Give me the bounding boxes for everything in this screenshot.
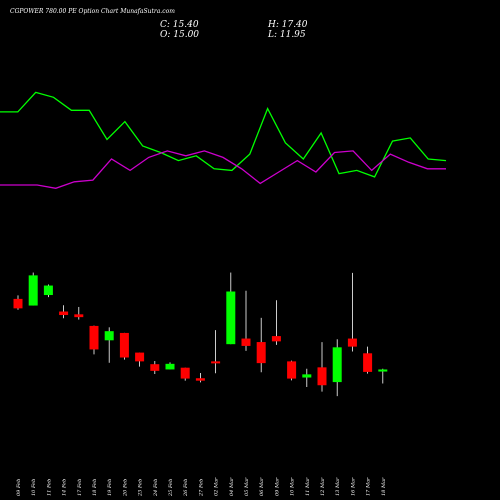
candle-body-1 (28, 275, 38, 306)
x-tick-label: 20 Feb (122, 479, 128, 497)
close-label: C: 15.40 (160, 20, 199, 30)
candle-body-12 (195, 378, 205, 381)
x-tick-label: 04 Mar (229, 477, 235, 496)
candle-body-13 (211, 361, 221, 364)
x-tick-label: 14 Feb (62, 479, 68, 496)
candle-body-17 (271, 336, 281, 342)
candle-body-8 (135, 352, 145, 362)
candle-body-21 (332, 347, 342, 383)
candle-body-6 (104, 331, 114, 341)
x-tick-label: 23 Feb (138, 479, 144, 497)
x-tick-label: 09 Mar (274, 477, 280, 496)
candle-body-2 (43, 285, 53, 296)
x-tick-label: 11 Feb (46, 479, 52, 496)
x-tick-label: 02 Mar (214, 477, 220, 496)
x-tick-label: 05 Mar (244, 477, 250, 496)
candle-body-24 (378, 369, 388, 372)
low-label: L: 11.95 (267, 30, 306, 40)
x-tick-label: 25 Feb (168, 479, 174, 497)
x-axis-ticks: 09 Feb 10 Feb 11 Feb 14 Feb 17 Feb 18 Feb 19 F… (16, 477, 387, 497)
x-tick-label: 26 Feb (183, 479, 189, 497)
candle-body-10 (165, 363, 175, 370)
candle-body-19 (302, 374, 312, 378)
candle-body-22 (347, 338, 357, 347)
candle-body-0 (13, 298, 23, 309)
chart-title: CGPOWER 780.00 PE Option Chart MunafaSut… (10, 8, 175, 15)
candle-body-18 (287, 361, 297, 379)
candle-body-14 (226, 291, 236, 345)
x-tick-label: 24 Feb (153, 479, 159, 497)
x-tick-label: 13 Mar (335, 477, 341, 496)
x-tick-label: 06 Mar (259, 477, 265, 496)
green-indicator-line (0, 91, 447, 178)
purple-indicator-line (0, 150, 446, 189)
candle-body-9 (150, 364, 160, 371)
candle-body-15 (241, 338, 251, 346)
x-tick-label: 17 Mar (366, 477, 372, 496)
x-tick-label: 27 Feb (198, 479, 204, 497)
x-tick-label: 10 Feb (31, 479, 37, 496)
candle-body-7 (119, 332, 129, 358)
candle-body-20 (317, 367, 327, 386)
x-tick-label: 17 Feb (77, 479, 83, 496)
x-tick-label: 19 Feb (107, 479, 113, 496)
high-label: H: 17.40 (267, 20, 308, 30)
candle-body-16 (256, 342, 266, 364)
x-tick-label: 18 Mar (381, 477, 387, 496)
x-tick-label: 09 Feb (16, 479, 22, 496)
candle-body-4 (74, 314, 84, 318)
candle-body-5 (89, 325, 99, 350)
candle-body-23 (363, 353, 373, 372)
candle-body-3 (59, 311, 69, 316)
candles (13, 272, 388, 397)
x-tick-label: 10 Mar (290, 477, 296, 496)
open-label: O: 15.00 (160, 30, 199, 40)
x-tick-label: 16 Mar (350, 477, 356, 496)
x-tick-label: 12 Mar (320, 477, 326, 496)
x-tick-label: 11 Mar (305, 477, 311, 496)
candle-body-11 (180, 367, 190, 379)
x-tick-label: 18 Feb (92, 479, 98, 496)
indicator-lines (0, 91, 447, 189)
